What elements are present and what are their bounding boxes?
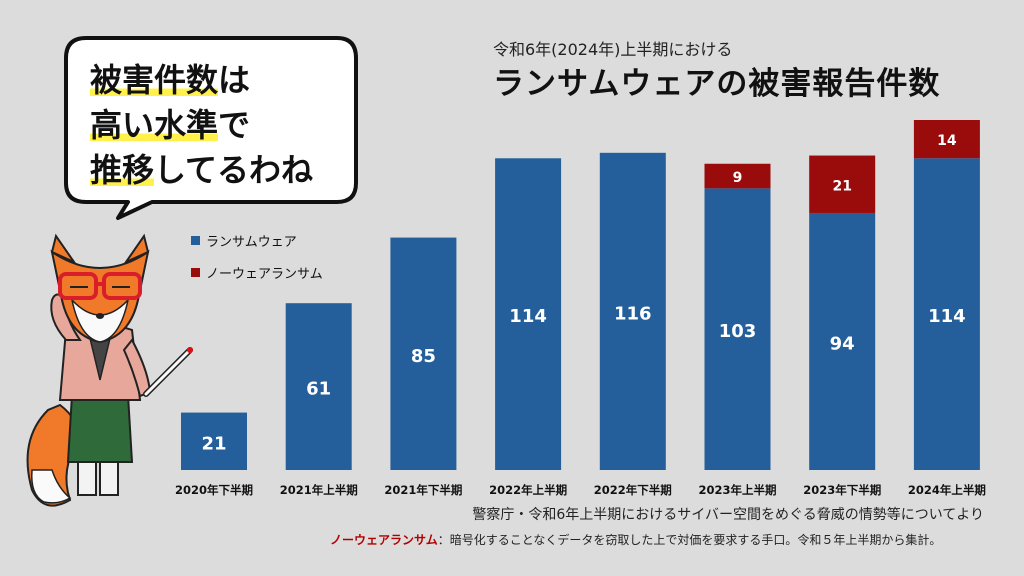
bar-ransomware bbox=[181, 412, 247, 470]
bar-ransomware bbox=[599, 152, 666, 470]
x-tick-label: 2024年上半期 bbox=[908, 483, 986, 497]
bar-noware bbox=[913, 120, 980, 159]
data-label-noware: 14 bbox=[937, 133, 957, 149]
legend-item-noware: ノーウェアランサム bbox=[191, 263, 323, 282]
data-label-ransomware: 21 bbox=[201, 433, 226, 454]
x-tick-label: 2022年下半期 bbox=[594, 483, 672, 497]
x-tick-label: 2023年上半期 bbox=[698, 483, 776, 497]
footnote-text: ：暗号化することなくデータを窃取した上で対価を要求する手口。令和５年上半期から集… bbox=[437, 533, 942, 547]
x-tick-label: 2021年下半期 bbox=[384, 483, 462, 497]
source-text: 警察庁・令和6年上半期におけるサイバー空間をめぐる脅威の情勢等についてより bbox=[472, 507, 984, 523]
legend-item-ransomware: ランサムウェア bbox=[191, 231, 297, 250]
data-label-ransomware: 61 bbox=[306, 379, 331, 400]
bar-noware bbox=[704, 163, 771, 189]
bar-noware bbox=[809, 155, 876, 213]
legend-swatch-noware bbox=[191, 268, 200, 277]
data-label-ransomware: 114 bbox=[509, 306, 547, 327]
data-label-ransomware: 114 bbox=[928, 306, 966, 327]
x-tick-label: 2021年上半期 bbox=[280, 483, 358, 497]
chart-subtitle: 令和6年(2024年)上半期における bbox=[493, 40, 733, 59]
chart-title: ランサムウェアの被害報告件数 bbox=[493, 66, 941, 102]
bar-ransomware bbox=[913, 158, 980, 470]
speech-line-2: 高い水準で bbox=[90, 106, 251, 144]
data-label-ransomware: 116 bbox=[614, 303, 652, 324]
x-tick-label: 2020年下半期 bbox=[175, 483, 253, 497]
x-tick-label: 2023年下半期 bbox=[803, 483, 881, 497]
bar-ransomware bbox=[704, 188, 771, 470]
speech-bubble-text: 被害件数は 高い水準で 推移してるわね bbox=[90, 58, 313, 193]
data-label-ransomware: 94 bbox=[830, 333, 855, 354]
bar-ransomware bbox=[285, 303, 352, 470]
fox-teacher-illustration bbox=[26, 233, 193, 507]
data-label-noware: 21 bbox=[832, 178, 851, 194]
data-label-ransomware: 103 bbox=[719, 321, 757, 342]
speech-line-1: 被害件数は bbox=[90, 61, 251, 99]
bar-ransomware bbox=[809, 212, 876, 470]
footnote: ノーウェアランサム：暗号化することなくデータを窃取した上で対価を要求する手口。令… bbox=[330, 531, 941, 548]
legend-label-noware: ノーウェアランサム bbox=[206, 267, 323, 282]
bar-ransomware bbox=[495, 158, 562, 470]
legend-swatch-ransomware bbox=[191, 236, 200, 245]
x-tick-label: 2022年上半期 bbox=[489, 483, 567, 497]
data-label-ransomware: 85 bbox=[411, 346, 436, 367]
footnote-term: ノーウェアランサム bbox=[330, 533, 438, 547]
bar-ransomware bbox=[390, 237, 457, 470]
legend-label-ransomware: ランサムウェア bbox=[206, 235, 297, 250]
data-label-noware: 9 bbox=[733, 170, 743, 186]
speech-line-3: 推移してるわね bbox=[90, 151, 314, 189]
